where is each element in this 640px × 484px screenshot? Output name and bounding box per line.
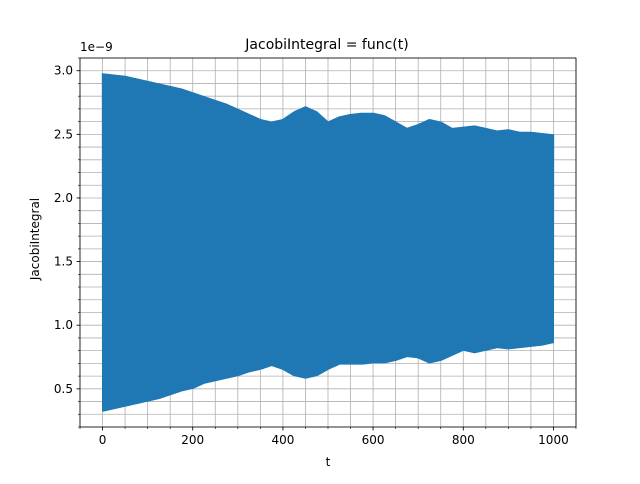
y-axis-label: JacobiIntegral	[28, 198, 42, 281]
y-tick-label: 1.0	[54, 318, 73, 332]
x-tick-label: 400	[271, 433, 294, 447]
y-tick-label: 3.0	[54, 64, 73, 78]
axis-ticks: 0 200 400 600 800 1000 0.5 1.0 1.5 2.0 2.5 3.0	[54, 57, 577, 447]
x-tick-label: 0	[99, 433, 107, 447]
y-tick-label: 2.0	[54, 191, 73, 205]
x-tick-label: 1000	[538, 433, 569, 447]
y-tick-label: 1.5	[54, 255, 73, 269]
plot-area	[101, 73, 555, 412]
series-line	[101, 73, 555, 412]
x-tick-label: 800	[452, 433, 475, 447]
x-axis-label: t	[326, 455, 331, 469]
chart-title: JacobiIntegral = func(t)	[244, 37, 408, 53]
x-tick-label: 200	[181, 433, 204, 447]
y-tick-label: 0.5	[54, 382, 73, 396]
y-tick-label: 2.5	[54, 127, 73, 141]
axes-frame	[79, 57, 577, 428]
y-axis-offset-text: 1e−9	[80, 40, 113, 54]
x-tick-label: 600	[362, 433, 385, 447]
